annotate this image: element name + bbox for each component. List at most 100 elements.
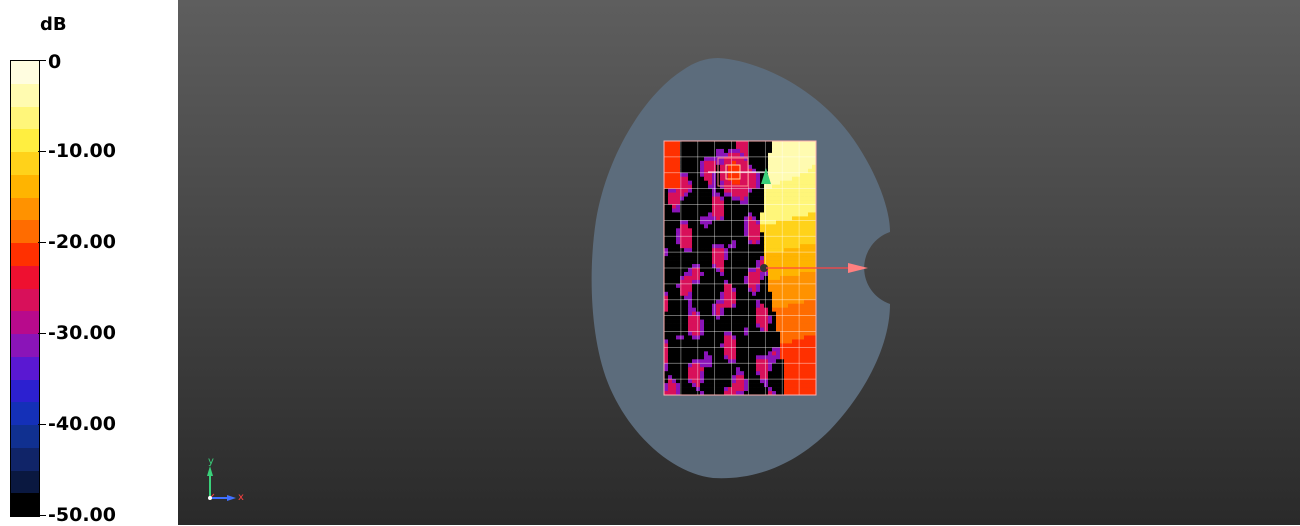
heatmap-cell bbox=[704, 287, 709, 293]
heatmap-cell bbox=[728, 295, 733, 301]
heatmap-cell bbox=[772, 327, 777, 332]
heatmap-cell bbox=[692, 268, 697, 273]
heatmap-cell bbox=[756, 283, 761, 289]
heatmap-cell bbox=[712, 216, 717, 221]
heatmap-cell bbox=[692, 367, 697, 372]
heatmap-cell bbox=[772, 188, 777, 193]
heatmap-cell bbox=[800, 355, 805, 360]
heatmap-cell bbox=[696, 275, 701, 281]
heatmap-cell bbox=[804, 220, 809, 225]
heatmap-cell bbox=[804, 347, 809, 352]
heatmap-cell bbox=[668, 271, 673, 277]
heatmap-cell bbox=[812, 371, 817, 376]
heatmap-cell bbox=[712, 252, 717, 257]
heatmap-cell bbox=[796, 141, 801, 146]
heatmap-cell bbox=[676, 256, 681, 261]
heatmap-cell bbox=[720, 248, 725, 253]
heatmap-cell bbox=[732, 220, 737, 225]
heatmap-cell bbox=[684, 351, 689, 356]
heatmap-cell bbox=[752, 188, 757, 193]
heatmap-cell bbox=[744, 387, 749, 392]
heatmap-cell bbox=[680, 208, 685, 213]
heatmap-cell bbox=[680, 287, 685, 293]
3d-viewport[interactable]: y x bbox=[178, 0, 1300, 525]
heatmap-cell bbox=[684, 248, 689, 253]
heatmap-cell bbox=[748, 208, 753, 213]
heatmap-cell bbox=[696, 299, 701, 305]
heatmap-cell bbox=[680, 172, 685, 178]
heatmap-cell bbox=[764, 256, 769, 261]
heatmap-cell bbox=[788, 283, 793, 289]
heatmap-cell bbox=[676, 176, 681, 181]
heatmap-cell bbox=[704, 339, 709, 344]
heatmap-cell bbox=[788, 387, 793, 392]
heatmap-cell bbox=[684, 204, 689, 209]
heatmap-cell bbox=[696, 160, 701, 166]
heatmap-cell bbox=[748, 188, 753, 193]
heatmap-cell bbox=[804, 184, 809, 189]
heatmap-cell bbox=[748, 216, 753, 221]
heatmap-cell bbox=[696, 152, 701, 158]
heatmap-cell bbox=[720, 295, 725, 301]
heatmap-cell bbox=[700, 196, 705, 201]
heatmap-cell bbox=[712, 323, 717, 328]
heatmap-cell bbox=[672, 271, 677, 277]
heatmap-cell bbox=[716, 279, 721, 285]
heatmap-cell bbox=[792, 375, 797, 380]
heatmap-cell bbox=[752, 220, 757, 225]
heatmap-cell bbox=[776, 236, 781, 241]
heatmap-cell bbox=[736, 359, 741, 364]
heatmap-cell bbox=[716, 315, 721, 320]
heatmap-cell bbox=[668, 232, 673, 237]
heatmap-cell bbox=[680, 212, 685, 217]
heatmap-cell bbox=[800, 152, 805, 158]
heatmap-cell bbox=[748, 204, 753, 209]
heatmap-cell bbox=[700, 208, 705, 213]
heatmap-cell bbox=[796, 327, 801, 332]
heatmap-cell bbox=[772, 228, 777, 233]
heatmap-cell bbox=[736, 275, 741, 281]
heatmap-cell bbox=[808, 196, 813, 201]
heatmap-cell bbox=[748, 240, 753, 245]
heatmap-cell bbox=[776, 335, 781, 340]
heatmap-cell bbox=[756, 367, 761, 372]
heatmap-cell bbox=[764, 271, 769, 277]
heatmap-cell bbox=[740, 319, 745, 324]
heatmap-cell bbox=[668, 216, 673, 221]
heatmap-cell bbox=[752, 383, 757, 388]
heatmap-cell bbox=[768, 252, 773, 257]
heatmap-cell bbox=[796, 172, 801, 178]
heatmap-cell bbox=[740, 260, 745, 265]
heatmap-cell bbox=[668, 339, 673, 344]
heatmap-cell bbox=[764, 220, 769, 225]
heatmap-cell bbox=[804, 160, 809, 166]
heatmap-cell bbox=[748, 184, 753, 189]
heatmap-cell bbox=[708, 335, 713, 340]
heatmap-cell bbox=[696, 236, 701, 241]
heatmap-cell bbox=[744, 287, 749, 293]
heatmap-cell bbox=[716, 343, 721, 348]
heatmap-cell bbox=[676, 279, 681, 285]
heatmap-cell bbox=[800, 291, 805, 297]
heatmap-cell bbox=[744, 363, 749, 368]
heatmap-cell bbox=[700, 160, 705, 166]
heatmap-cell bbox=[740, 331, 745, 336]
heatmap-cell bbox=[704, 188, 709, 193]
heatmap-cell bbox=[676, 391, 681, 396]
heatmap-cell bbox=[804, 343, 809, 348]
heatmap-cell bbox=[748, 244, 753, 249]
heatmap-cell bbox=[680, 311, 685, 316]
heatmap-cell bbox=[740, 355, 745, 360]
heatmap-cell bbox=[700, 311, 705, 316]
heatmap-cell bbox=[676, 343, 681, 348]
heatmap-cell bbox=[756, 327, 761, 332]
heatmap-cell bbox=[804, 279, 809, 285]
heatmap-cell bbox=[800, 375, 805, 380]
heatmap-cell bbox=[712, 200, 717, 205]
heatmap-cell bbox=[684, 196, 689, 201]
heatmap-cell bbox=[736, 180, 741, 185]
heatmap-cell bbox=[696, 323, 701, 328]
heatmap-cell bbox=[712, 184, 717, 189]
heatmap-cell bbox=[800, 343, 805, 348]
heatmap-cell bbox=[716, 299, 721, 305]
